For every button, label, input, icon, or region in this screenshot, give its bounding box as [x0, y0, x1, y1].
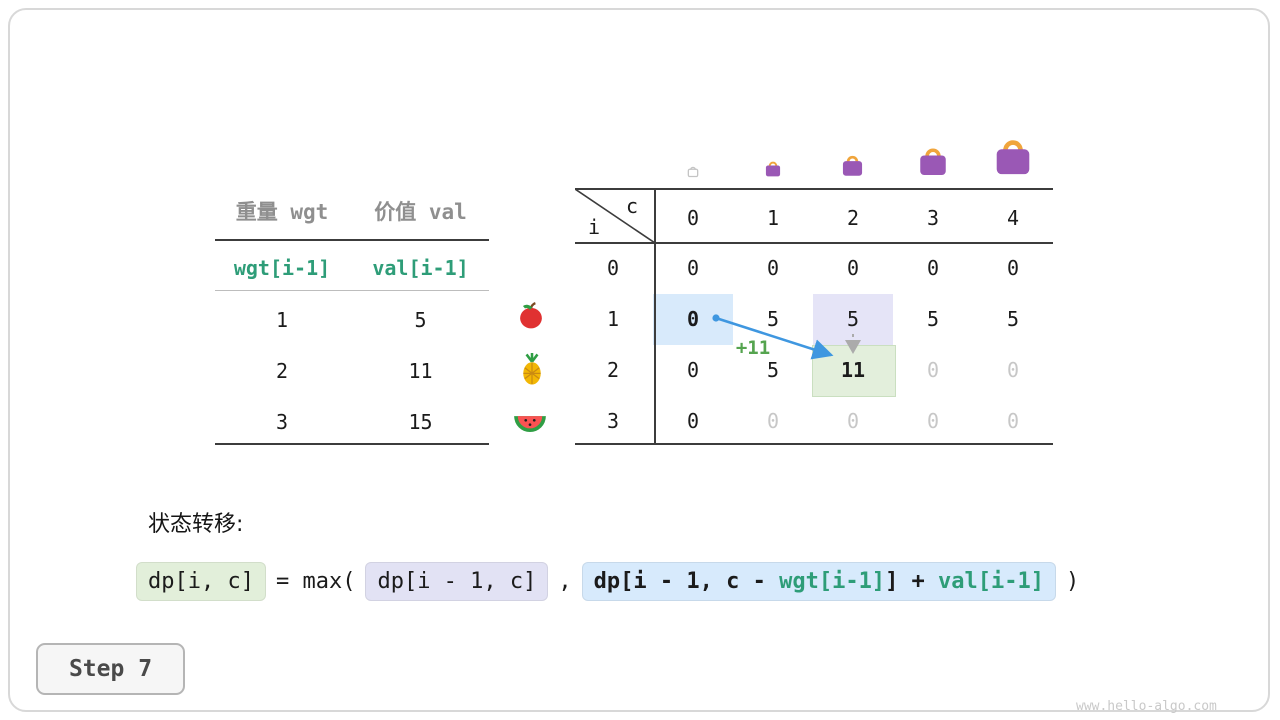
bag-icon — [996, 140, 1030, 175]
dp-cell: 0 — [926, 358, 940, 382]
formula-option2-chip: dp[i - 1, c - wgt[i-1]] + val[i-1] — [581, 561, 1057, 601]
dp-cell: 0 — [926, 256, 940, 280]
formula-option1-chip: dp[i - 1, c] — [365, 561, 549, 601]
dp-cell: 0 — [766, 409, 780, 433]
dp-table-bottom-rule — [575, 443, 1053, 445]
dp-cell: 0 — [926, 409, 940, 433]
dp-cell: 0 — [686, 307, 700, 331]
formula-close-paren: ) — [1066, 568, 1080, 594]
step-label: Step 7 — [68, 656, 153, 682]
bag-icon — [765, 161, 781, 177]
dp-row-header: 3 — [606, 409, 620, 433]
item-row-wgt: 2 — [275, 359, 289, 383]
apple-icon — [520, 302, 542, 329]
dp-cell: 0 — [846, 409, 860, 433]
dp-col-header: 3 — [926, 206, 940, 230]
formula-equals-max: = max( — [275, 568, 356, 594]
formula-option2-part1: dp[i - 1, c - — [593, 568, 780, 594]
dp-cell: 0 — [1006, 409, 1020, 433]
item-row-wgt: 3 — [275, 410, 289, 434]
dp-table-header-rule — [575, 242, 1053, 244]
dp-cell: 0 — [1006, 256, 1020, 280]
formula-option2-wgt: wgt[i-1] — [779, 568, 886, 594]
transition-heading: 状态转移: — [148, 512, 244, 537]
dp-cell: 11 — [840, 358, 866, 382]
dp-cell: 0 — [686, 358, 700, 382]
dp-cell: 0 — [686, 409, 700, 433]
pineapple-icon — [523, 352, 541, 385]
dp-cell: 5 — [846, 307, 860, 331]
dp-table-vertical-rule — [654, 188, 656, 445]
dp-cell: 0 — [686, 256, 700, 280]
item-table-header-rule — [215, 239, 489, 241]
dp-table-top-rule — [575, 188, 1053, 190]
watermelon-icon — [514, 416, 546, 433]
step-badge: Step 7 — [36, 643, 185, 695]
dp-row-header: 0 — [606, 256, 620, 280]
transition-annotation: +11 — [735, 337, 771, 359]
dp-cell: 0 — [846, 256, 860, 280]
dp-col-header: 4 — [1006, 206, 1020, 230]
dp-cell: 5 — [1006, 307, 1020, 331]
bag-icon — [842, 155, 863, 176]
dp-corner-col-var: c — [626, 194, 639, 218]
formula-separator: , — [558, 568, 572, 594]
slide-card — [8, 8, 1270, 712]
formula-option2-val: val[i-1] — [938, 568, 1045, 594]
item-table-index-rule — [215, 290, 489, 291]
dp-col-header: 2 — [846, 206, 860, 230]
item-row-val: 15 — [408, 410, 433, 434]
item-row-val: 5 — [414, 308, 427, 332]
formula-option2-part2: ] + — [885, 568, 939, 594]
dp-col-header: 1 — [766, 206, 780, 230]
dp-row-header: 1 — [606, 307, 620, 331]
dp-cell: 0 — [1006, 358, 1020, 382]
watermark: www.hello-algo.com — [1076, 699, 1217, 714]
item-table-index-val: val[i-1] — [372, 256, 469, 280]
item-table-bottom-rule — [215, 443, 489, 445]
dp-cell: 5 — [926, 307, 940, 331]
item-row-wgt: 1 — [275, 308, 289, 332]
bag-icon — [687, 166, 699, 178]
item-table-header-wgt: 重量 wgt — [235, 200, 329, 224]
dp-corner-row-var: i — [588, 215, 601, 239]
dp-col-header: 0 — [686, 206, 700, 230]
dp-cell: 0 — [766, 256, 780, 280]
dp-row-header: 2 — [606, 358, 620, 382]
dp-cell: 5 — [766, 358, 780, 382]
item-table-header-val: 价值 val — [374, 200, 467, 224]
formula-lhs-chip: dp[i, c] — [136, 561, 266, 601]
dp-table-corner-diagonal — [575, 189, 655, 243]
item-table-index-wgt: wgt[i-1] — [233, 256, 331, 280]
bag-icon — [920, 148, 946, 175]
transition-formula: dp[i, c] = max( dp[i - 1, c] , dp[i - 1,… — [136, 558, 1089, 604]
item-row-val: 11 — [408, 359, 433, 383]
